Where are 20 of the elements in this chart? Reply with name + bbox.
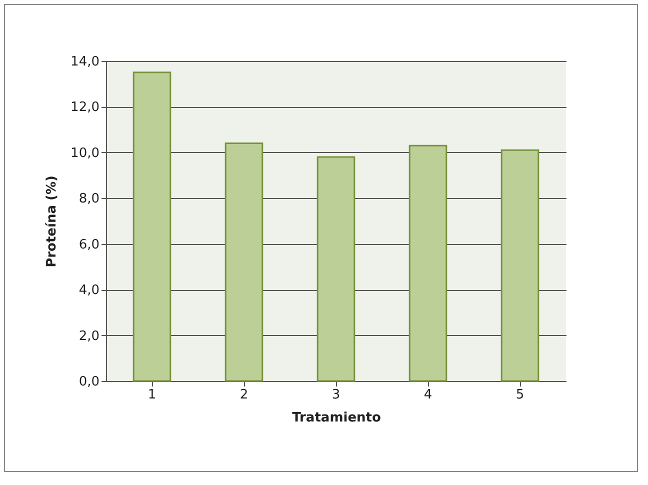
bar: [500, 149, 540, 382]
bar: [316, 156, 356, 382]
y-tick-label: 10,0: [70, 146, 100, 161]
bar: [224, 142, 264, 382]
y-tick-label: 0,0: [78, 374, 100, 390]
bar: [132, 72, 172, 382]
y-tick-label: 12,0: [70, 100, 100, 116]
x-tick-label: 3: [332, 388, 340, 402]
y-tick-label: 4,0: [78, 283, 100, 298]
y-tick-label: 8,0: [78, 192, 100, 207]
x-axis-title: Tratamiento: [292, 410, 381, 426]
y-tick-label: 2,0: [78, 328, 100, 344]
x-tick-label: 2: [240, 388, 248, 402]
y-tick-label: 6,0: [78, 237, 100, 252]
y-tick-label: 14,0: [70, 54, 100, 70]
y-axis-title: Proteína (%): [44, 176, 60, 268]
x-tick-label: 1: [148, 388, 156, 402]
bar: [408, 144, 448, 382]
x-tick-label: 4: [424, 388, 432, 402]
x-tick-label: 5: [516, 388, 524, 402]
